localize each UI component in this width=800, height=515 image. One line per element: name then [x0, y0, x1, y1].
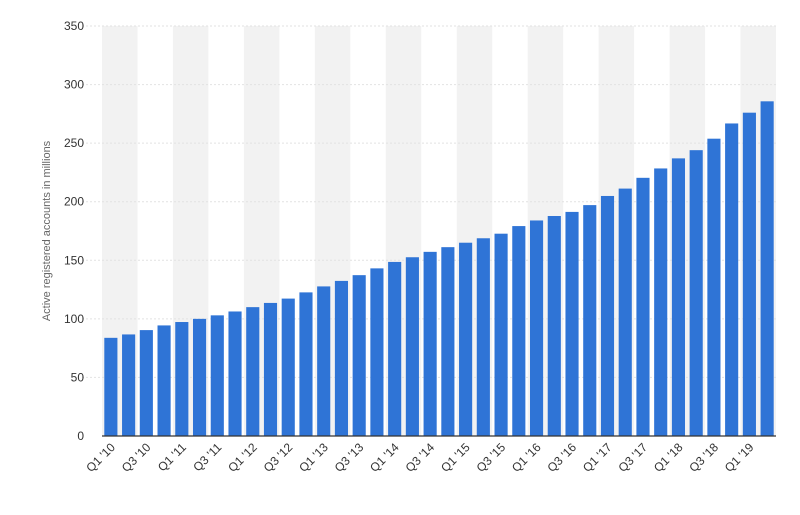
- bar[interactable]: [139, 330, 153, 436]
- bar[interactable]: [122, 334, 136, 436]
- bar[interactable]: [494, 233, 508, 436]
- x-tick-label: Q3 '16: [545, 440, 580, 475]
- y-tick-label: 300: [64, 78, 84, 92]
- x-tick-label: Q1 '13: [296, 440, 331, 475]
- bar[interactable]: [742, 112, 756, 436]
- bar[interactable]: [334, 280, 349, 436]
- y-tick-label: 50: [71, 370, 85, 384]
- x-axis-ticks: Q1 '10 Q3 '10 Q1 '11 Q3 '11 Q1 '12 Q3 '12 Q1 '…: [83, 440, 756, 475]
- x-tick-label: Q1 '16: [509, 440, 544, 475]
- bars: [104, 101, 774, 437]
- x-tick-label: Q3 '10: [119, 440, 154, 475]
- bar[interactable]: [246, 307, 260, 436]
- bar[interactable]: [405, 257, 419, 436]
- bar[interactable]: [725, 123, 739, 436]
- bar[interactable]: [565, 211, 579, 436]
- bar[interactable]: [352, 275, 366, 436]
- x-tick-label: Q1 '19: [722, 440, 757, 475]
- y-tick-label: 150: [64, 253, 84, 267]
- x-tick-label: Q3 '13: [332, 440, 367, 475]
- bar[interactable]: [760, 101, 774, 436]
- bar[interactable]: [476, 238, 490, 436]
- x-tick-label: Q1 '14: [367, 440, 402, 475]
- bar[interactable]: [689, 150, 703, 436]
- bar[interactable]: [388, 261, 402, 436]
- bar[interactable]: [210, 315, 224, 436]
- bar[interactable]: [583, 205, 597, 436]
- bar[interactable]: [671, 158, 686, 436]
- x-tick-label: Q3 '14: [403, 440, 438, 475]
- bar[interactable]: [104, 337, 118, 436]
- x-tick-label: Q1 '17: [580, 440, 615, 475]
- y-axis-ticks: 0 50 100 150 200 250 300 350: [64, 19, 84, 443]
- y-tick-label: 250: [64, 136, 84, 150]
- bar[interactable]: [618, 188, 632, 436]
- bar[interactable]: [423, 251, 437, 436]
- y-tick-label: 350: [64, 19, 84, 33]
- bar[interactable]: [299, 292, 313, 436]
- bar[interactable]: [317, 286, 331, 436]
- y-axis-label: Active registered accounts in millions: [41, 140, 53, 321]
- y-tick-label: 200: [64, 195, 84, 209]
- x-tick-label: Q3 '15: [474, 440, 509, 475]
- y-tick-label: 100: [64, 312, 84, 326]
- bar[interactable]: [707, 138, 721, 437]
- x-tick-label: Q1 '11: [155, 440, 189, 474]
- x-tick-label: Q3 '17: [615, 440, 650, 475]
- bar[interactable]: [441, 247, 455, 436]
- bar[interactable]: [654, 168, 668, 436]
- bar[interactable]: [529, 220, 544, 436]
- bar[interactable]: [157, 325, 171, 436]
- bar[interactable]: [636, 177, 650, 436]
- bar[interactable]: [547, 216, 561, 436]
- y-tick-label: 0: [77, 429, 84, 443]
- bar[interactable]: [600, 195, 615, 436]
- bar[interactable]: [459, 242, 473, 436]
- x-tick-label: Q1 '15: [438, 440, 473, 475]
- x-tick-label: Q1 '10: [83, 440, 118, 475]
- bar[interactable]: [228, 311, 242, 436]
- x-tick-label: Q1 '12: [225, 440, 260, 475]
- bar[interactable]: [263, 302, 278, 436]
- bar[interactable]: [281, 298, 295, 436]
- x-tick-label: Q3 '11: [190, 440, 224, 474]
- x-tick-label: Q1 '18: [651, 440, 686, 475]
- bar[interactable]: [175, 322, 189, 436]
- bar[interactable]: [512, 226, 526, 436]
- bar[interactable]: [192, 318, 207, 436]
- x-tick-label: Q3 '18: [686, 440, 721, 475]
- x-tick-label: Q3 '12: [261, 440, 296, 475]
- bar[interactable]: [370, 268, 384, 436]
